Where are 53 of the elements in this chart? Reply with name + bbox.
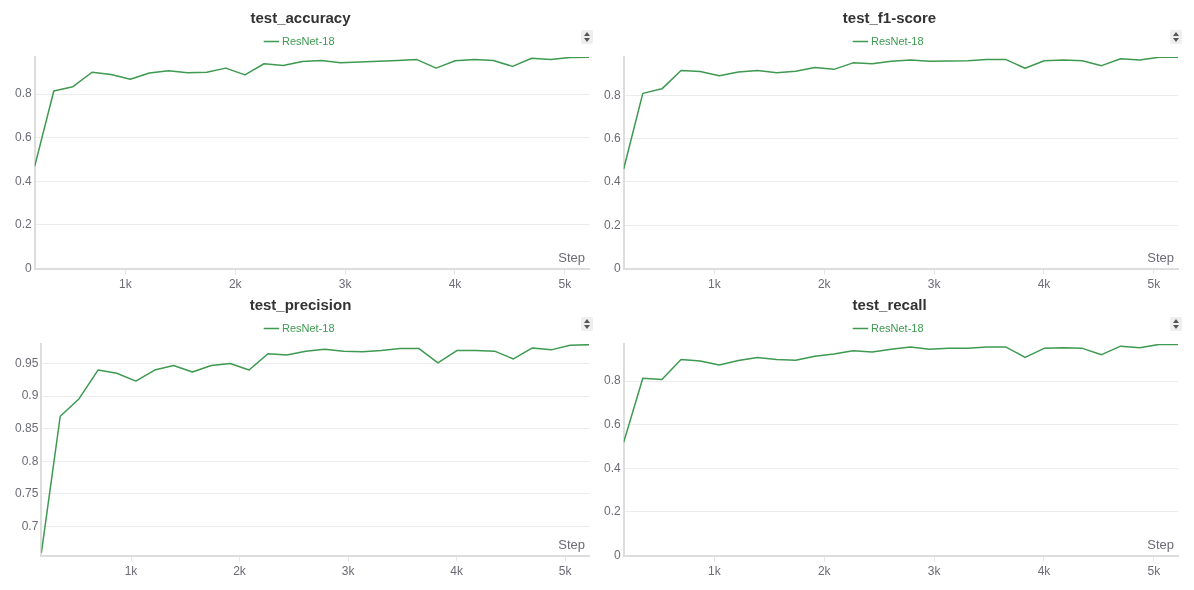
x-tick-label: 4k <box>448 277 463 292</box>
y-tick-label: 0.9 <box>21 388 39 403</box>
y-tick-label: 0.2 <box>14 217 32 232</box>
x-tick-label: 4k <box>450 564 464 579</box>
y-tick-label: 0.6 <box>14 130 32 145</box>
legend-label: ResNet-18 <box>281 34 335 47</box>
x-tick-label: 4k <box>1037 277 1052 292</box>
y-tick-label: 0.8 <box>21 453 39 468</box>
y-tick-label: 0.2 <box>603 504 621 519</box>
chart-title: test_accuracy <box>250 9 352 27</box>
x-tick-label: 1k <box>119 277 133 292</box>
x-tick-label: 2k <box>817 277 832 292</box>
x-tick-label: 2k <box>817 564 832 579</box>
y-tick-label: 0.6 <box>603 417 621 432</box>
y-tick-label: 0.6 <box>603 130 621 145</box>
y-tick-label: 0.2 <box>603 217 621 232</box>
x-tick-label: 5k <box>1147 564 1162 579</box>
x-tick-label: 2k <box>233 564 247 579</box>
chart-title: test_precision <box>249 296 352 314</box>
y-tick-label: 0.4 <box>14 173 32 188</box>
y-tick-label: 0 <box>613 547 621 562</box>
x-axis-title: Step <box>1147 249 1174 265</box>
y-tick-label: 0.95 <box>15 355 39 370</box>
chart-title: test_recall <box>852 296 927 314</box>
x-tick-label: 3k <box>927 564 942 579</box>
x-tick-label: 4k <box>1037 564 1052 579</box>
x-axis-title: Step <box>558 249 585 265</box>
chart-title: test_f1-score <box>842 9 937 27</box>
x-tick-label: 5k <box>558 277 573 292</box>
y-tick-label: 0.75 <box>15 486 39 501</box>
x-tick-label: 3k <box>341 564 356 579</box>
y-tick-label: 0.8 <box>14 86 32 101</box>
x-tick-label: 1k <box>708 277 722 292</box>
x-tick-label: 3k <box>927 277 942 292</box>
x-tick-label: 2k <box>228 277 243 292</box>
x-axis-title: Step <box>558 536 585 552</box>
x-axis-title: Step <box>1147 536 1174 552</box>
legend-label: ResNet-18 <box>870 34 924 47</box>
legend-label: ResNet-18 <box>870 321 924 334</box>
y-tick-label: 0 <box>24 260 32 275</box>
y-tick-label: 0.8 <box>603 373 621 388</box>
y-tick-label: 0 <box>613 260 621 275</box>
y-tick-label: 0.4 <box>603 174 621 189</box>
x-tick-label: 3k <box>338 277 353 292</box>
x-tick-label: 1k <box>708 564 722 579</box>
y-tick-label: 0.8 <box>603 87 621 102</box>
y-tick-label: 0.7 <box>21 518 39 533</box>
x-tick-label: 5k <box>1147 277 1162 292</box>
y-tick-label: 0.4 <box>603 460 621 475</box>
legend-label: ResNet-18 <box>281 321 335 334</box>
y-tick-label: 0.85 <box>15 420 39 435</box>
x-tick-label: 5k <box>558 564 573 579</box>
x-tick-label: 1k <box>124 564 139 579</box>
